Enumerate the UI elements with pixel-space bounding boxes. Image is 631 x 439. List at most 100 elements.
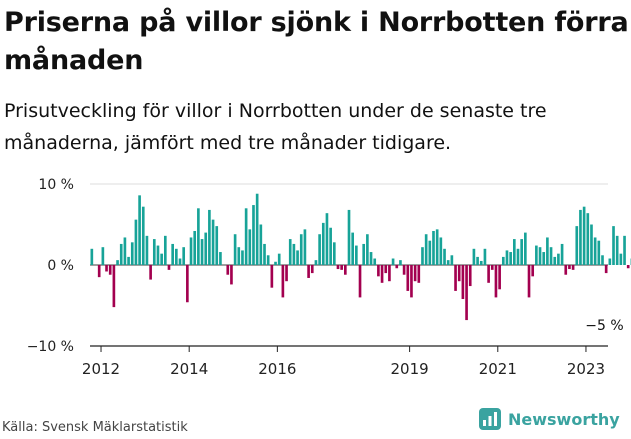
bar bbox=[167, 265, 171, 270]
y-tick-label: 0 % bbox=[47, 258, 74, 274]
x-tick-label: 2014 bbox=[170, 360, 208, 378]
bar bbox=[138, 195, 141, 265]
bar bbox=[299, 234, 303, 265]
bar bbox=[579, 209, 582, 265]
bar bbox=[391, 258, 395, 265]
bar bbox=[568, 265, 571, 270]
annotations: −5 % bbox=[585, 318, 623, 334]
bar bbox=[516, 248, 520, 265]
x-tick-label: 2016 bbox=[258, 360, 296, 378]
bar bbox=[97, 265, 101, 278]
bar bbox=[498, 265, 501, 290]
bar bbox=[476, 256, 479, 265]
bar bbox=[513, 239, 516, 265]
bar bbox=[163, 235, 167, 265]
bar bbox=[479, 260, 483, 265]
bar bbox=[586, 213, 590, 265]
bar bbox=[149, 265, 152, 280]
bar bbox=[152, 239, 156, 265]
bar bbox=[446, 260, 450, 265]
bar bbox=[281, 265, 285, 298]
bar bbox=[233, 234, 237, 265]
bar bbox=[255, 193, 259, 265]
source-text: Källa: Svensk Mäklarstatistik bbox=[2, 420, 188, 435]
bar bbox=[623, 235, 626, 265]
bar bbox=[604, 265, 608, 274]
x-tick-label: 2019 bbox=[391, 360, 429, 378]
bar bbox=[175, 248, 178, 265]
bar bbox=[204, 232, 208, 265]
bar bbox=[626, 265, 630, 269]
bar bbox=[483, 248, 487, 265]
bar bbox=[424, 234, 428, 265]
bar bbox=[219, 252, 222, 265]
newsworthy-logo-icon bbox=[479, 408, 501, 430]
bar bbox=[450, 255, 454, 265]
bar bbox=[406, 265, 410, 291]
bar bbox=[465, 265, 468, 321]
annotation-label: −5 % bbox=[585, 318, 623, 334]
bar bbox=[156, 245, 160, 265]
bar bbox=[402, 265, 406, 275]
bar bbox=[248, 229, 252, 265]
bar bbox=[226, 265, 230, 275]
y-axis-labels: 10 % 0 % −10 % bbox=[27, 177, 74, 355]
brand-logo[interactable]: Newsworthy bbox=[478, 407, 620, 431]
bar bbox=[101, 247, 105, 265]
bar bbox=[505, 250, 509, 265]
bar bbox=[373, 258, 377, 265]
bar bbox=[358, 265, 362, 298]
bar bbox=[571, 265, 575, 270]
bar bbox=[560, 243, 564, 265]
bar bbox=[237, 247, 241, 265]
x-tick-label: 2023 bbox=[567, 360, 605, 378]
bar bbox=[211, 219, 215, 265]
bar bbox=[461, 265, 465, 300]
bar bbox=[439, 237, 443, 265]
page-subtitle: Prisutveckling för villor i Norrbotten u… bbox=[4, 100, 547, 154]
bar bbox=[612, 226, 615, 265]
bar bbox=[597, 240, 601, 265]
bar bbox=[270, 265, 274, 288]
bar bbox=[141, 206, 145, 265]
bar bbox=[501, 256, 505, 265]
bar bbox=[549, 247, 553, 265]
bar bbox=[215, 226, 219, 265]
y-tick-label: 10 % bbox=[38, 177, 74, 193]
bar bbox=[487, 265, 490, 283]
bar bbox=[318, 234, 321, 265]
bar bbox=[351, 232, 354, 265]
bar bbox=[186, 265, 189, 303]
bar bbox=[590, 224, 593, 265]
bar bbox=[189, 237, 193, 265]
bar bbox=[90, 248, 94, 265]
bar bbox=[130, 242, 134, 265]
bar bbox=[347, 209, 351, 265]
bar bbox=[428, 240, 432, 265]
bar bbox=[208, 209, 211, 265]
bar bbox=[303, 229, 307, 265]
bar bbox=[230, 265, 233, 285]
bar bbox=[325, 213, 329, 265]
bar bbox=[340, 265, 343, 270]
bar bbox=[413, 265, 417, 282]
bar bbox=[601, 255, 604, 265]
bar-chart: 10 % 0 % −10 % 2012 2014 2016 2019 2021 2023 −5… bbox=[27, 177, 631, 378]
bar bbox=[193, 230, 197, 265]
bar bbox=[197, 208, 200, 265]
bar bbox=[388, 265, 391, 282]
bar bbox=[468, 265, 472, 287]
bar bbox=[288, 239, 292, 265]
bar bbox=[119, 243, 123, 265]
bar bbox=[259, 224, 263, 265]
bar bbox=[410, 265, 413, 298]
bar bbox=[582, 206, 586, 265]
bar bbox=[277, 253, 281, 265]
bar bbox=[182, 247, 186, 265]
bar bbox=[538, 247, 542, 265]
bar bbox=[494, 265, 498, 298]
bar bbox=[134, 219, 138, 265]
bar bbox=[417, 265, 421, 283]
bar bbox=[435, 229, 439, 265]
bar bbox=[321, 222, 325, 265]
